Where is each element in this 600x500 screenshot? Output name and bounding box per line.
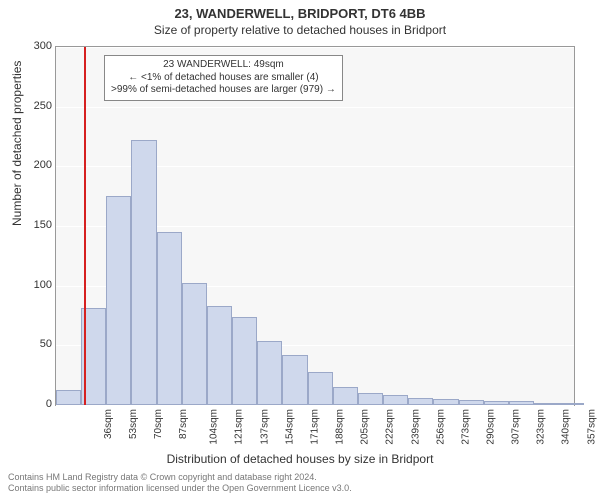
histogram-bar (106, 196, 131, 405)
ytick-label: 250 (12, 100, 52, 112)
histogram-bar (207, 306, 232, 405)
xtick-label: 273sqm (460, 409, 471, 445)
x-axis-label: Distribution of detached houses by size … (0, 452, 600, 466)
xtick-label: 307sqm (511, 409, 522, 445)
histogram-bar (257, 341, 282, 405)
histogram-bar (358, 393, 383, 405)
xtick-label: 70sqm (153, 409, 164, 439)
ytick-label: 150 (12, 219, 52, 231)
gridline (56, 47, 574, 48)
ytick-label: 200 (12, 159, 52, 171)
histogram-bar (383, 395, 408, 405)
xtick-label: 340sqm (561, 409, 572, 445)
xtick-label: 121sqm (234, 409, 245, 445)
xtick-label: 137sqm (259, 409, 270, 445)
xtick-label: 205sqm (360, 409, 371, 445)
xtick-label: 290sqm (486, 409, 497, 445)
ytick-label: 50 (12, 338, 52, 350)
histogram-bar (232, 317, 257, 405)
histogram-bar (534, 403, 559, 405)
histogram-bar (484, 401, 509, 405)
xtick-label: 188sqm (335, 409, 346, 445)
histogram-bar (282, 355, 307, 405)
footer-attribution: Contains HM Land Registry data © Crown c… (8, 472, 352, 494)
ytick-label: 100 (12, 279, 52, 291)
xtick-label: 357sqm (586, 409, 597, 445)
xtick-label: 36sqm (103, 409, 114, 439)
histogram-bar (433, 399, 458, 405)
xtick-label: 239sqm (410, 409, 421, 445)
reference-line (84, 47, 86, 405)
histogram-bar (408, 398, 433, 405)
xtick-label: 87sqm (178, 409, 189, 439)
annotation-line: ← <1% of detached houses are smaller (4) (111, 72, 336, 85)
xtick-label: 256sqm (435, 409, 446, 445)
y-axis-label: Number of detached properties (10, 61, 24, 226)
annotation-line: 23 WANDERWELL: 49sqm (111, 59, 336, 72)
footer-line-2: Contains public sector information licen… (8, 483, 352, 494)
chart-title: 23, WANDERWELL, BRIDPORT, DT6 4BB (0, 0, 600, 21)
chart-subtitle: Size of property relative to detached ho… (0, 21, 600, 37)
histogram-bar (509, 401, 534, 405)
ytick-label: 0 (12, 398, 52, 410)
histogram-bar (459, 400, 484, 405)
annotation-box: 23 WANDERWELL: 49sqm← <1% of detached ho… (104, 55, 343, 101)
xtick-label: 104sqm (209, 409, 220, 445)
histogram-bar (131, 140, 156, 405)
xtick-label: 53sqm (128, 409, 139, 439)
xtick-label: 323sqm (536, 409, 547, 445)
histogram-bar (56, 390, 81, 406)
xtick-label: 154sqm (284, 409, 295, 445)
ytick-label: 300 (12, 40, 52, 52)
histogram-bar (559, 403, 584, 405)
xtick-label: 222sqm (385, 409, 396, 445)
plot-area: 36sqm53sqm70sqm87sqm104sqm121sqm137sqm15… (55, 46, 575, 406)
histogram-bar (157, 232, 182, 405)
histogram-bar (308, 372, 333, 405)
histogram-bar (182, 283, 207, 405)
xtick-label: 171sqm (309, 409, 320, 445)
footer-line-1: Contains HM Land Registry data © Crown c… (8, 472, 352, 483)
gridline (56, 405, 574, 406)
annotation-line: >99% of semi-detached houses are larger … (111, 84, 336, 97)
gridline (56, 107, 574, 108)
histogram-bar (333, 387, 358, 405)
